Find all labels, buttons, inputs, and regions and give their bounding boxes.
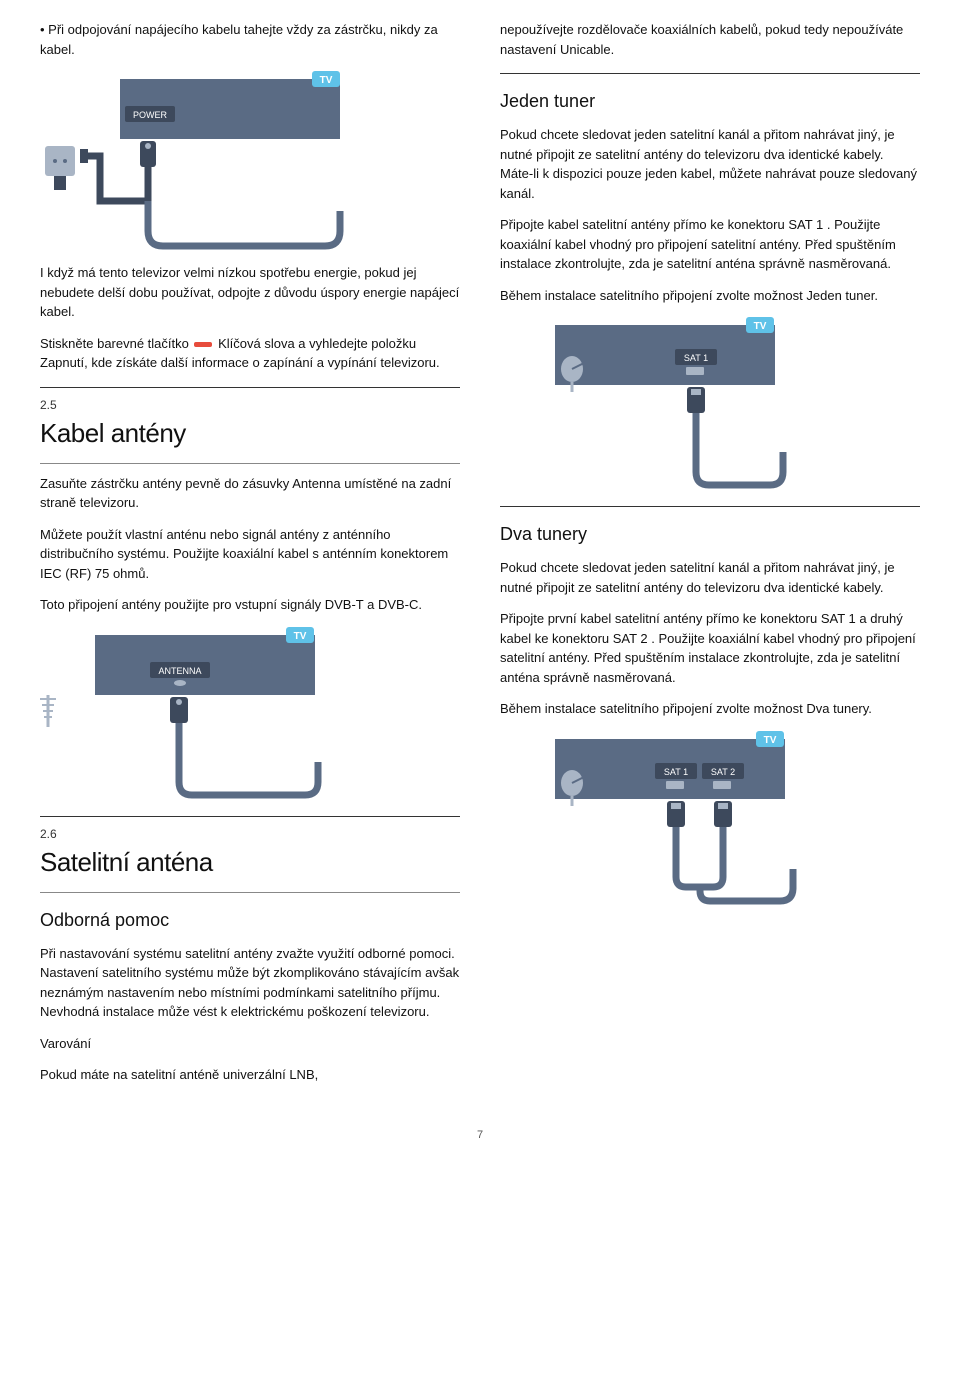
sat2-diagram: SAT 1 SAT 2 TV (500, 731, 800, 906)
sat1-diagram: SAT 1 TV (500, 317, 790, 492)
svg-text:ANTENNA: ANTENNA (158, 666, 201, 676)
two-tuner-select-note: Během instalace satelitního připojení zv… (500, 699, 920, 719)
separator (500, 73, 920, 74)
svg-text:SAT 1: SAT 1 (664, 767, 688, 777)
separator-thin (40, 463, 460, 464)
section-title-antenna-cable: Kabel antény (40, 414, 460, 453)
bullet: • (40, 22, 48, 37)
svg-text:SAT 2: SAT 2 (711, 767, 735, 777)
splitter-note: nepoužívejte rozdělovače koaxiálních kab… (500, 20, 920, 59)
separator-thin (40, 892, 460, 893)
antenna-insert-note: Zasuňte zástrčku antény pevně do zásuvky… (40, 474, 460, 513)
subheading-expert: Odborná pomoc (40, 907, 460, 934)
svg-text:TV: TV (320, 75, 333, 86)
right-column: nepoužívejte rozdělovače koaxiálních kab… (500, 20, 920, 1097)
keywords-note: Stiskněte barevné tlačítko Klíčová slova… (40, 334, 460, 373)
separator (40, 387, 460, 388)
section-number: 2.6 (40, 825, 460, 843)
svg-text:TV: TV (764, 735, 777, 746)
subheading-one-tuner: Jeden tuner (500, 88, 920, 115)
page-number: 7 (40, 1127, 920, 1144)
svg-text:TV: TV (294, 631, 307, 642)
antenna-diagram: ANTENNA TV (40, 627, 330, 802)
two-tuner-desc: Pokud chcete sledovat jeden satelitní ka… (500, 558, 920, 597)
svg-text:TV: TV (754, 321, 767, 332)
expert-note: Při nastavování systému satelitní antény… (40, 944, 460, 1022)
separator (500, 506, 920, 507)
warning-label: Varování (40, 1034, 460, 1054)
section-title-satellite: Satelitní anténa (40, 843, 460, 882)
antenna-own-note: Můžete použít vlastní anténu nebo signál… (40, 525, 460, 584)
color-key-icon (194, 342, 212, 347)
standby-note: I když má tento televizor velmi nízkou s… (40, 263, 460, 322)
separator (40, 816, 460, 817)
power-diagram: POWER TV (40, 71, 350, 251)
one-tuner-desc: Pokud chcete sledovat jeden satelitní ka… (500, 125, 920, 203)
sat12-connect-note: Připojte první kabel satelitní antény př… (500, 609, 920, 687)
subheading-two-tuners: Dva tunery (500, 521, 920, 548)
svg-text:SAT 1: SAT 1 (684, 353, 708, 363)
cable-unplug-note: • Při odpojování napájecího kabelu tahej… (40, 20, 460, 59)
antenna-icon (40, 695, 56, 727)
dvb-note: Toto připojení antény použijte pro vstup… (40, 595, 460, 615)
sat1-connect-note: Připojte kabel satelitní antény přímo ke… (500, 215, 920, 274)
lnb-note: Pokud máte na satelitní anténě univerzál… (40, 1065, 460, 1085)
left-column: • Při odpojování napájecího kabelu tahej… (40, 20, 460, 1097)
svg-text:POWER: POWER (133, 110, 168, 120)
section-number: 2.5 (40, 396, 460, 414)
one-tuner-select-note: Během instalace satelitního připojení zv… (500, 286, 920, 306)
